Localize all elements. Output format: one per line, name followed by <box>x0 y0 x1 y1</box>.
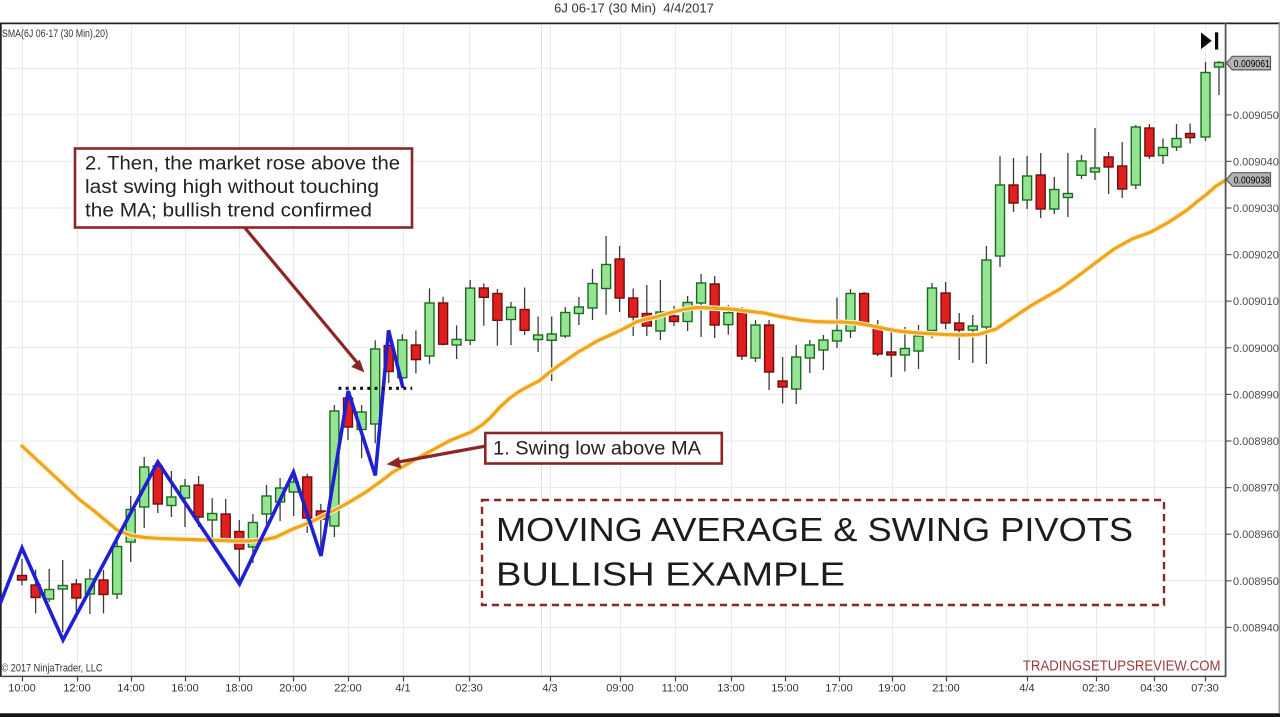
svg-text:17:00: 17:00 <box>825 683 853 695</box>
svg-text:0.009040: 0.009040 <box>1233 156 1279 168</box>
svg-text:MOVING AVERAGE & SWING PIVOTS: MOVING AVERAGE & SWING PIVOTS <box>496 511 1133 548</box>
svg-text:20:00: 20:00 <box>279 683 307 695</box>
svg-text:07:30: 07:30 <box>1191 683 1219 695</box>
svg-text:4/4: 4/4 <box>1019 683 1034 695</box>
svg-text:0.008980: 0.008980 <box>1233 436 1279 448</box>
svg-text:0.009061: 0.009061 <box>1234 58 1270 70</box>
svg-text:0.009038: 0.009038 <box>1234 174 1270 186</box>
svg-text:02:30: 02:30 <box>1082 683 1110 695</box>
svg-text:0.009050: 0.009050 <box>1233 110 1279 122</box>
svg-text:10:00: 10:00 <box>8 683 36 695</box>
svg-text:16:00: 16:00 <box>171 683 199 695</box>
svg-text:0.009000: 0.009000 <box>1233 343 1279 355</box>
svg-text:TRADINGSETUPSREVIEW.COM: TRADINGSETUPSREVIEW.COM <box>1023 658 1221 675</box>
svg-text:0.008970: 0.008970 <box>1233 483 1279 495</box>
svg-text:0.008990: 0.008990 <box>1233 389 1279 401</box>
svg-text:BULLISH EXAMPLE: BULLISH EXAMPLE <box>496 555 845 592</box>
svg-text:2. Then, the market rose above: 2. Then, the market rose above the <box>85 153 400 174</box>
svg-text:09:00: 09:00 <box>606 683 634 695</box>
svg-text:© 2017 NinjaTrader, LLC: © 2017 NinjaTrader, LLC <box>2 663 103 675</box>
svg-text:6J 06-17 (30 Min) 4/4/2017: 6J 06-17 (30 Min) 4/4/2017 <box>554 1 714 16</box>
svg-text:21:00: 21:00 <box>932 683 960 695</box>
svg-text:02:30: 02:30 <box>455 683 483 695</box>
svg-text:14:00: 14:00 <box>117 683 145 695</box>
svg-text:0.009010: 0.009010 <box>1233 296 1279 308</box>
svg-text:13:00: 13:00 <box>717 683 745 695</box>
svg-text:0.008950: 0.008950 <box>1233 576 1279 588</box>
svg-text:04:30: 04:30 <box>1140 683 1168 695</box>
svg-text:4/3: 4/3 <box>542 683 557 695</box>
svg-text:0.009030: 0.009030 <box>1233 203 1279 215</box>
svg-text:the MA; bullish trend confirme: the MA; bullish trend confirmed <box>85 200 372 221</box>
svg-text:19:00: 19:00 <box>878 683 906 695</box>
svg-text:15:00: 15:00 <box>771 683 799 695</box>
svg-text:18:00: 18:00 <box>225 683 253 695</box>
svg-text:22:00: 22:00 <box>334 683 362 695</box>
svg-text:0.009020: 0.009020 <box>1233 250 1279 262</box>
svg-text:11:00: 11:00 <box>662 683 689 695</box>
svg-text:4/1: 4/1 <box>395 683 410 695</box>
svg-text:0.008940: 0.008940 <box>1233 622 1279 634</box>
svg-text:0.008960: 0.008960 <box>1233 529 1279 541</box>
svg-text:12:00: 12:00 <box>63 683 91 695</box>
svg-text:1. Swing low above MA: 1. Swing low above MA <box>493 439 701 460</box>
svg-text:last swing high without touchi: last swing high without touching <box>85 177 379 198</box>
svg-text:SMA(6J 06-17 (30 Min),20): SMA(6J 06-17 (30 Min),20) <box>2 28 108 40</box>
